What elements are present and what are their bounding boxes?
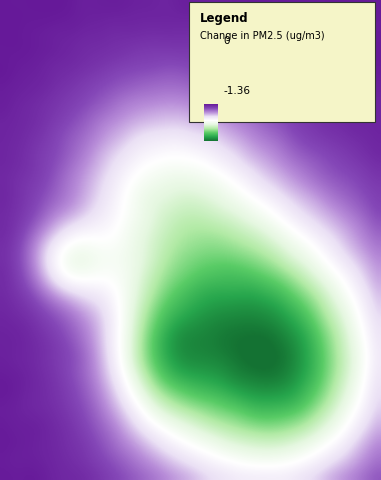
Text: 0: 0	[223, 36, 230, 46]
Text: -1.36: -1.36	[223, 86, 250, 96]
Text: Legend: Legend	[200, 12, 249, 25]
Text: Change in PM2.5 (ug/m3): Change in PM2.5 (ug/m3)	[200, 31, 325, 41]
FancyBboxPatch shape	[189, 2, 375, 122]
